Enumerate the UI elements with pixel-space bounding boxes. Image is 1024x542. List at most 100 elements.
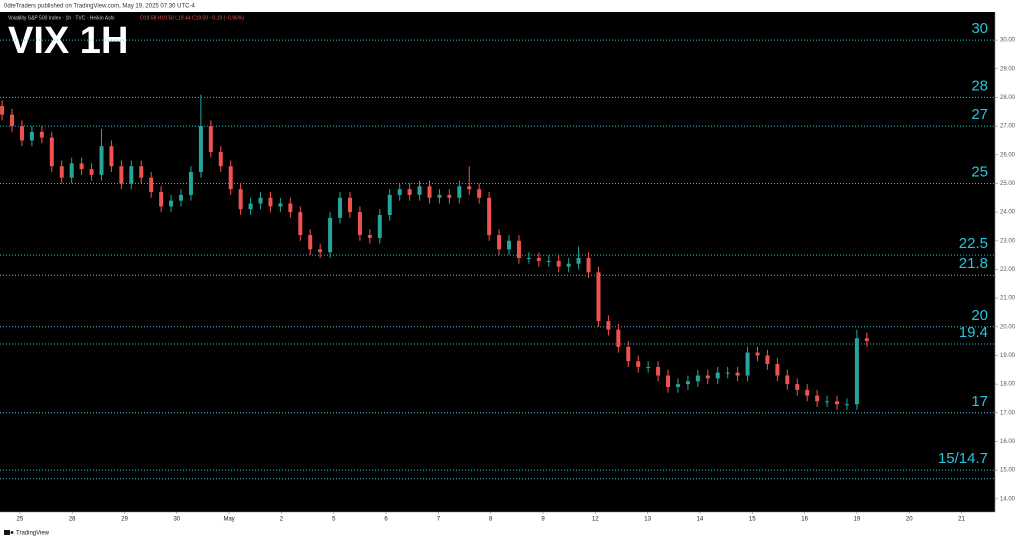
x-tick-label: 21	[958, 517, 965, 523]
candle-body	[487, 197, 492, 236]
candle-body	[626, 346, 631, 362]
candle-body	[19, 126, 24, 141]
candle-body	[656, 366, 661, 376]
candle-body	[556, 260, 561, 267]
y-tick-label: 28.00	[1000, 95, 1016, 101]
candle-body	[795, 384, 800, 390]
candle-body	[815, 395, 820, 402]
candle-body	[39, 131, 44, 138]
x-tick-label: 30	[173, 517, 180, 523]
y-tick-label: 26.00	[1000, 152, 1016, 158]
candle-body	[835, 401, 840, 405]
level-label: 15/14.7	[938, 450, 988, 467]
level-label: 19.4	[959, 324, 988, 341]
footer-brand: TradingView	[16, 531, 50, 537]
candle-body	[576, 257, 581, 264]
level-label: 22.5	[959, 235, 988, 252]
candle-body	[695, 375, 700, 382]
x-tick-label: 7	[437, 517, 441, 523]
candle-body	[179, 194, 184, 201]
candle-body	[825, 401, 830, 403]
candle-body	[457, 186, 462, 198]
candle-body	[864, 338, 869, 342]
candle-body	[59, 166, 64, 178]
y-tick-label: 21.00	[1000, 296, 1016, 302]
y-tick-label: 16.00	[1000, 439, 1016, 445]
candle-body	[169, 200, 174, 207]
tradingview-logo	[4, 530, 14, 535]
candle-body	[159, 192, 164, 207]
candle-body	[407, 189, 412, 195]
candle-body	[675, 384, 680, 387]
y-tick-label: 23.00	[1000, 238, 1016, 244]
x-tick-label: 5	[332, 517, 336, 523]
x-tick-label: 2	[280, 517, 284, 523]
chart-area	[0, 12, 995, 512]
candle-body	[477, 189, 482, 198]
x-tick-label: 25	[17, 517, 24, 523]
candle-body	[357, 212, 362, 236]
candle-body	[844, 404, 849, 406]
symbol-legend: Volatility S&P 500 Index · 1h · TVC · He…	[8, 15, 115, 21]
candle-body	[0, 106, 5, 115]
x-tick-label: 12	[592, 517, 599, 523]
candle-body	[467, 186, 472, 190]
y-tick-label: 29.00	[1000, 66, 1016, 72]
y-tick-label: 20.00	[1000, 324, 1016, 330]
candle-body	[785, 375, 790, 385]
candle-body	[238, 189, 243, 210]
candle-body	[208, 126, 213, 152]
x-tick-label: 16	[801, 517, 808, 523]
x-tick-label: 15	[749, 517, 756, 523]
x-tick-label: 29	[121, 517, 128, 523]
y-tick-label: 24.00	[1000, 210, 1016, 216]
candle-body	[536, 257, 541, 261]
candle-body	[367, 235, 372, 238]
candle-body	[29, 131, 34, 141]
x-tick-label: 6	[384, 517, 388, 523]
candle-body	[377, 214, 382, 238]
x-tick-label: 9	[541, 517, 545, 523]
candle-body	[268, 197, 273, 207]
candle-body	[775, 364, 780, 376]
candle-body	[109, 146, 114, 167]
candle-body	[99, 146, 104, 175]
candle-body	[745, 352, 750, 376]
candle-body	[546, 260, 551, 262]
candle-body	[387, 194, 392, 215]
candle-body	[79, 163, 84, 170]
candle-body	[765, 355, 770, 365]
x-tick-label: 20	[906, 517, 913, 523]
candle-body	[447, 194, 452, 198]
x-tick-label: May	[223, 517, 234, 523]
candle-body	[347, 197, 352, 213]
level-label: 25	[971, 163, 988, 180]
candle-body	[586, 257, 591, 273]
candle-body	[198, 126, 203, 172]
y-tick-label: 27.00	[1000, 124, 1016, 130]
candle-body	[755, 352, 760, 356]
level-label: 28	[971, 77, 988, 94]
candle-body	[497, 235, 502, 250]
candle-body	[735, 372, 740, 376]
y-tick-label: 17.00	[1000, 410, 1016, 416]
candle-body	[298, 212, 303, 236]
candle-body	[427, 186, 432, 198]
candle-body	[616, 329, 621, 347]
y-tick-label: 14.00	[1000, 496, 1016, 502]
candle-body	[606, 321, 611, 330]
candle-body	[89, 169, 94, 175]
candle-body	[119, 166, 124, 184]
x-tick-label: 13	[644, 517, 651, 523]
candle-body	[715, 372, 720, 379]
candle-body	[69, 163, 74, 178]
candle-body	[149, 177, 154, 193]
candle-body	[278, 203, 283, 207]
candle-body	[328, 217, 333, 253]
candle-body	[666, 375, 671, 387]
candle-body	[437, 194, 442, 198]
candle-body	[417, 186, 422, 195]
candle-body	[854, 338, 859, 405]
candle-body	[308, 235, 313, 250]
